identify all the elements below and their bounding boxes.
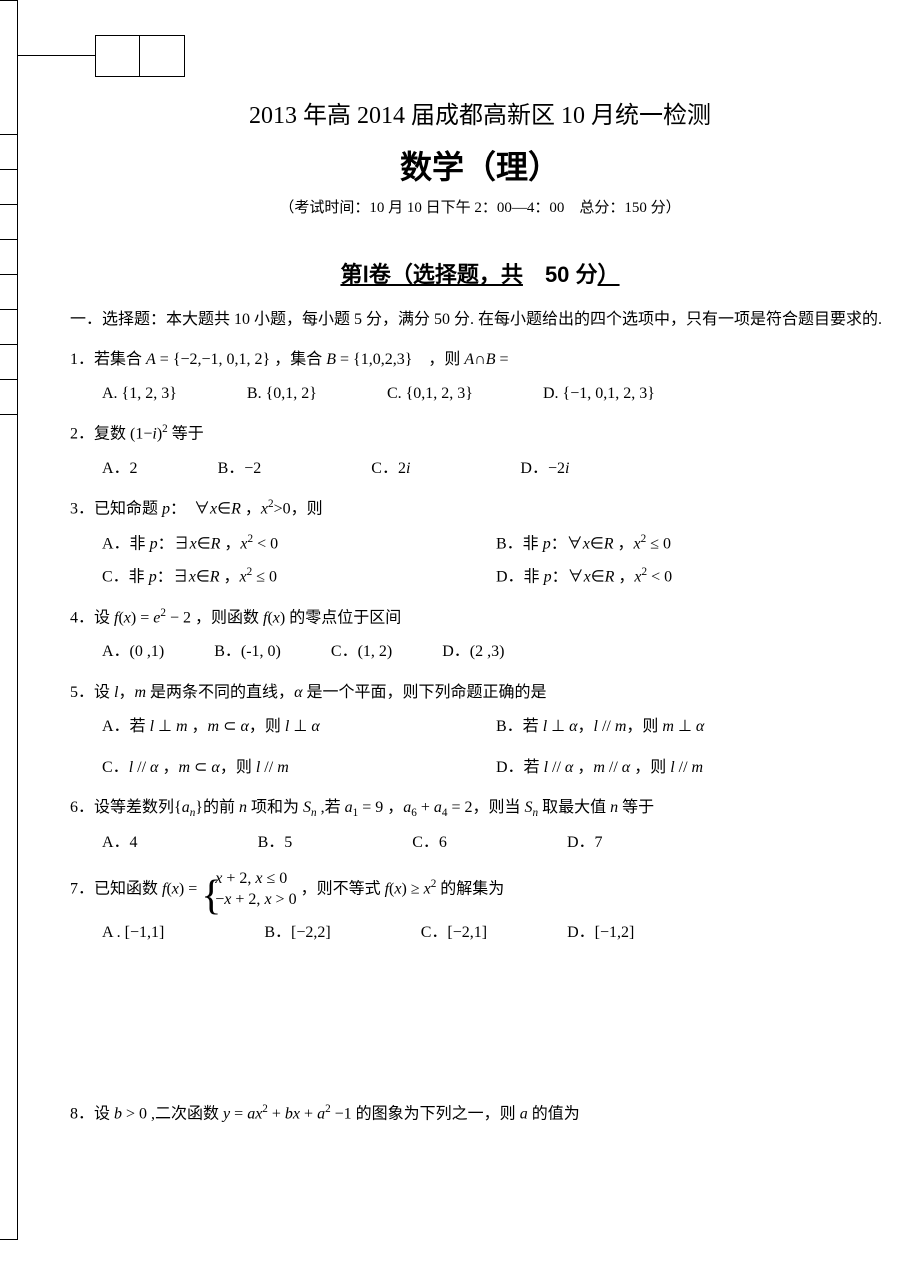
option-a: A．(0 ,1) (102, 637, 164, 667)
section-title-points: 50 分 (523, 262, 598, 287)
left-border-cells (0, 100, 18, 415)
option-a: A．4 (102, 828, 138, 858)
option-d: D．(2 ,3) (442, 637, 504, 667)
question-5-text: 5．设 l，m 是两条不同的直线，α 是一个平面，则下列命题正确的是 (70, 678, 890, 708)
question-6-options: A．4 B．5 C．6 D．7 (70, 828, 890, 858)
question-2-options: A．2 B．−2 C．2i D．−2i (70, 454, 890, 484)
section-title-prefix: 第Ⅰ卷（选择题，共 (340, 262, 523, 287)
option-b: B．(-1, 0) (214, 637, 281, 667)
option-b: B. {0,1, 2} (247, 379, 317, 409)
top-box-cell (140, 36, 184, 76)
border-cell (0, 275, 18, 310)
option-a: A．2 (102, 454, 138, 484)
option-c: C. {0,1, 2, 3} (387, 379, 473, 409)
question-6-text: 6．设等差数列{an}的前 n 项和为 Sn ,若 a1 = 9 ，a6 + a… (70, 793, 890, 824)
option-d: D．非 p：∀x∈R ，x2 < 0 (496, 562, 840, 593)
section-title: 第Ⅰ卷（选择题，共 50 分） (70, 257, 890, 289)
option-c: C．[−2,1] (421, 918, 487, 948)
option-c: C．l // α ，m ⊂ α，则 l // m (102, 753, 446, 783)
top-box-cell (96, 36, 140, 76)
question-1: 1．若集合 A = {−2,−1, 0,1, 2} ，集合 B = {1,0,2… (70, 345, 890, 410)
question-2-text: 2．复数 (1−i)2 等于 (70, 419, 890, 450)
border-cell (0, 380, 18, 415)
question-1-text: 1．若集合 A = {−2,−1, 0,1, 2} ，集合 B = {1,0,2… (70, 345, 890, 375)
option-c: C．(1, 2) (331, 637, 392, 667)
option-b: B．−2 (218, 454, 262, 484)
section-title-suffix: ） (598, 262, 620, 287)
option-c: C．非 p：∃x∈R ，x2 ≤ 0 (102, 562, 446, 593)
piecewise-row-2: −x + 2, x > 0 (215, 890, 296, 911)
piecewise-row-1: x + 2, x ≤ 0 (215, 869, 296, 890)
border-cell (0, 345, 18, 380)
question-4-options: A．(0 ,1) B．(-1, 0) C．(1, 2) D．(2 ,3) (70, 637, 890, 667)
piecewise-function: x + 2, x ≤ 0 −x + 2, x > 0 (201, 869, 296, 911)
question-8-text: 8．设 b > 0 ,二次函数 y = ax2 + bx + a2 −1 的图象… (70, 1099, 890, 1130)
top-box (95, 35, 185, 77)
question-3-options: A．非 p：∃x∈R ，x2 < 0 B．非 p：∀x∈R ，x2 ≤ 0 C．… (70, 529, 890, 592)
border-cell (0, 310, 18, 345)
option-b: B．[−2,2] (264, 918, 330, 948)
border-cell (0, 170, 18, 205)
question-1-options: A. {1, 2, 3} B. {0,1, 2} C. {0,1, 2, 3} … (70, 379, 890, 409)
question-5-options: A．若 l ⊥ m ，m ⊂ α，则 l ⊥ α B．若 l ⊥ α，l // … (70, 712, 890, 783)
subject-title: 数学（理） (70, 142, 890, 188)
option-b: B．非 p：∀x∈R ，x2 ≤ 0 (496, 529, 840, 560)
option-c: C．2i (371, 454, 410, 484)
border-cell (0, 205, 18, 240)
option-c: C．6 (412, 828, 447, 858)
option-a: A．非 p：∃x∈R ，x2 < 0 (102, 529, 446, 560)
question-4-text: 4．设 f(x) = e2 − 2 ，则函数 f(x) 的零点位于区间 (70, 603, 890, 634)
question-7-options: A . [−1,1] B．[−2,2] C．[−2,1] D．[−1,2] (70, 918, 890, 948)
question-2: 2．复数 (1−i)2 等于 A．2 B．−2 C．2i D．−2i (70, 419, 890, 484)
option-b: B．若 l ⊥ α，l // m，则 m ⊥ α (496, 712, 840, 742)
main-title: 2013 年高 2014 届成都高新区 10 月统一检测 (70, 95, 890, 130)
option-a: A．若 l ⊥ m ，m ⊂ α，则 l ⊥ α (102, 712, 446, 742)
border-cell (0, 135, 18, 170)
question-3-text: 3．已知命题 p： ∀x∈R ，x2>0，则 (70, 494, 890, 525)
option-a: A. {1, 2, 3} (102, 379, 177, 409)
option-d: D．若 l // α ，m // α ，则 l // m (496, 753, 840, 783)
question-8: 8．设 b > 0 ,二次函数 y = ax2 + bx + a2 −1 的图象… (70, 1099, 890, 1130)
option-d: D．−2i (520, 454, 569, 484)
option-b: B．5 (258, 828, 293, 858)
connector-line (18, 55, 95, 56)
question-7-text: 7．已知函数 f(x) = x + 2, x ≤ 0 −x + 2, x > 0… (70, 869, 890, 911)
section-description: 一．选择题：本大题共 10 小题，每小题 5 分，满分 50 分. 在每小题给出… (70, 307, 890, 333)
border-cell (0, 100, 18, 135)
exam-info: （考试时间：10 月 10 日下午 2：00—4：00 总分：150 分） (70, 196, 890, 217)
border-cell (0, 240, 18, 275)
question-5: 5．设 l，m 是两条不同的直线，α 是一个平面，则下列命题正确的是 A．若 l… (70, 678, 890, 783)
option-d: D．[−1,2] (567, 918, 634, 948)
question-4: 4．设 f(x) = e2 − 2 ，则函数 f(x) 的零点位于区间 A．(0… (70, 603, 890, 668)
option-a: A . [−1,1] (102, 918, 164, 948)
question-3: 3．已知命题 p： ∀x∈R ，x2>0，则 A．非 p：∃x∈R ，x2 < … (70, 494, 890, 592)
question-7: 7．已知函数 f(x) = x + 2, x ≤ 0 −x + 2, x > 0… (70, 869, 890, 949)
option-d: D．7 (567, 828, 603, 858)
question-6: 6．设等差数列{an}的前 n 项和为 Sn ,若 a1 = 9 ，a6 + a… (70, 793, 890, 859)
option-d: D. {−1, 0,1, 2, 3} (543, 379, 655, 409)
document-content: 2013 年高 2014 届成都高新区 10 月统一检测 数学（理） （考试时间… (70, 95, 890, 1139)
